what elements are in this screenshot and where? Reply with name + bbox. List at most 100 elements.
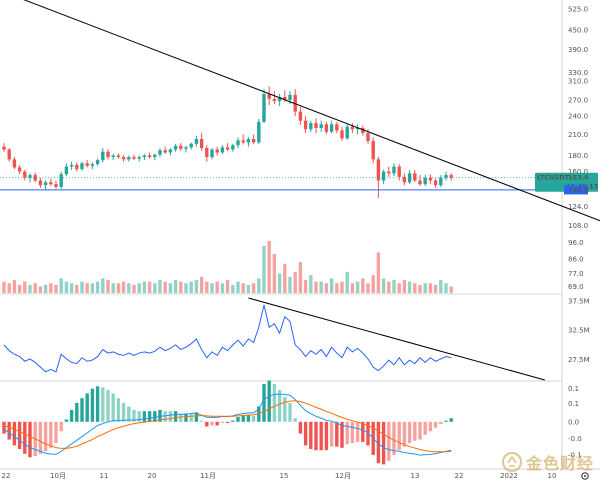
last-price-label: 153.4 [568,174,589,182]
macd-pane[interactable] [2,380,453,465]
macd-histogram-bar [413,421,417,441]
volume-bar [231,284,235,293]
volume-bar [7,283,11,293]
candle-body [64,166,69,175]
macd-histogram-bar [75,402,79,422]
candle-body [106,151,110,158]
candle-body [298,111,303,121]
macd-histogram-bar [23,421,27,454]
candle-body [173,145,178,150]
volume-bar [28,284,32,293]
rsi-pane[interactable] [3,297,545,381]
macd-histogram-bar [303,421,308,446]
macd-axis: 0.1 0.1 0.0 -0.0 -0.1 [568,385,582,460]
volume-bar [355,281,360,293]
time-tick-label: 20 [148,472,157,480]
volume-bar [361,278,365,293]
candle-body [231,145,235,150]
time-axis[interactable]: 22 10月 11 20 11月 15 12月 13 22 2022 10 [2,472,557,480]
candle-body [215,149,219,153]
macd-histogram-bar [293,418,297,422]
gear-icon[interactable] [581,472,589,480]
volume-bar [241,283,245,293]
price-pane[interactable] [0,0,600,293]
macd-histogram [2,380,453,465]
volume-bar [147,281,152,293]
candle-body [392,166,396,174]
macd-histogram-bar [153,411,157,422]
volume-bar [444,283,448,293]
volume-bar [392,280,396,293]
candle-body [95,160,100,165]
macd-histogram-bar [407,421,412,444]
candle-body [361,127,365,134]
macd-histogram-bar [199,420,204,422]
volume-bar [95,281,100,293]
volume-bar [402,280,407,293]
candle-body [423,177,427,185]
macd-histogram-bar [340,421,344,448]
macd-tick-label: 0.1 [568,400,579,408]
volume-bar [116,283,121,293]
macd-histogram-bar [314,421,318,451]
macd-histogram-bar [262,383,266,422]
volume-bar [43,284,48,293]
volume-bar [309,275,313,293]
price-tick-label: 310.0 [568,78,588,86]
macd-histogram-bar [116,398,121,422]
volume-bar [12,280,17,293]
macd-histogram-bar [355,421,360,442]
macd-histogram-bar [433,421,438,428]
volume-bar [433,284,438,293]
volume-bar [168,283,173,293]
signal-line [3,400,452,453]
watermark-text: 金色财经 [525,454,594,473]
candle-body [127,157,131,160]
macd-histogram-bar [309,421,313,450]
macd-histogram-bar [59,421,63,432]
volume-bar [121,281,126,293]
candle-body [397,166,401,177]
volume-bar [329,278,334,293]
macd-histogram-bar [423,421,427,435]
price-tick-label: 525.0 [568,5,588,13]
price-trendline[interactable] [0,0,600,225]
price-tick-label: 330.0 [568,69,588,77]
macd-histogram-bar [272,383,277,422]
candle-body [314,123,318,128]
macd-histogram-bar [397,421,401,451]
macd-histogram-bar [69,409,74,422]
candle-body [272,98,277,101]
candle-body [381,171,386,181]
macd-histogram-bar [267,380,271,422]
candle-body [116,155,121,158]
volume-bar [64,281,69,293]
volume-bar [194,280,199,293]
volume-bar [132,284,136,293]
volume-bar [153,283,157,293]
macd-histogram-bar [194,412,199,422]
volume-bars [2,241,453,293]
grid-layer [0,0,600,470]
candle-body [262,93,266,122]
rsi-trendline[interactable] [248,297,545,381]
time-tick-label: 13 [411,472,420,480]
price-tick-label: 124.0 [568,203,588,211]
candle-body [236,140,240,146]
volume-tick-label: 86.0 [568,255,584,263]
candle-body [121,157,126,160]
candle-body [163,150,167,153]
candle-body [335,124,339,131]
candle-body [387,171,391,174]
price-tick-label: 450.0 [568,26,588,34]
price-tick-label: 270.0 [568,96,588,104]
candle-body [43,182,48,186]
candle-body [7,149,11,160]
candle-body [49,182,53,185]
macd-histogram-bar [215,421,219,426]
macd-histogram-bar [64,419,69,422]
candle-body [439,177,443,186]
